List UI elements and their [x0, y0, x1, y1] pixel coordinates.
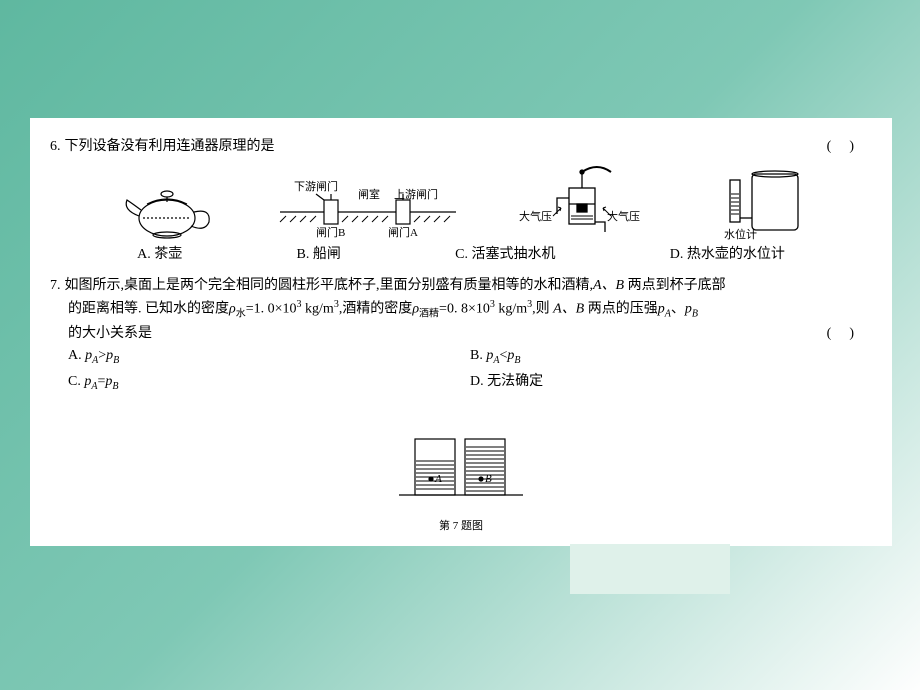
exam-paper: 6. 下列设备没有利用连通器原理的是 () — [30, 118, 892, 546]
lock-label-tl: 下游闸门 — [294, 180, 338, 193]
teapot-icon — [109, 180, 219, 242]
fig-teapot — [109, 180, 219, 242]
fig-gauge: 水位计 — [704, 166, 814, 242]
q7-l1a: 如图所示,桌面上是两个完全相同的圆柱形平底杯子,里面分别盛有质量相等的水和酒精, — [65, 278, 594, 293]
q7-paren: () — [827, 323, 872, 345]
oc-pre: C. — [68, 374, 84, 389]
q7-line3: 的大小关系是 () — [68, 323, 872, 345]
pt-a: A — [434, 473, 442, 485]
q7-text: 如图所示,桌面上是两个完全相同的圆柱形平底杯子,里面分别盛有质量相等的水和酒精,… — [65, 275, 873, 297]
paren-open-7: ( — [827, 326, 850, 341]
q7-options: A. pA>pB B. pA<pB C. pA=pB D. 无法确定 — [68, 345, 872, 395]
q7-ab2: A、B — [553, 302, 584, 317]
oc-sb: B — [112, 381, 118, 392]
q6-paren: () — [827, 136, 872, 158]
pump-label-l: 大气压 — [519, 209, 552, 223]
gauge-label: 水位计 — [724, 227, 757, 241]
sub-w: 水 — [236, 309, 246, 320]
corner-decoration — [570, 544, 730, 594]
q7-l2a: 的距离相等. 已知水的密度 — [68, 302, 229, 317]
sB1: B — [692, 309, 698, 320]
lock-label-tm: 闸室 — [358, 187, 380, 201]
pt-b: B — [485, 473, 492, 485]
lock-label-bl: 闸门B — [316, 225, 345, 239]
oa-pre: A. — [68, 348, 85, 363]
pump-label-r: 大气压 — [607, 209, 640, 223]
q6-opt-b: B. 船闸 — [297, 244, 341, 266]
rho-w: ρ — [229, 302, 236, 317]
piston-pump-icon: 大气压 大气压 — [517, 164, 647, 242]
q7-opt-c: C. pA=pB — [68, 371, 470, 395]
sub-j: 酒精 — [419, 309, 439, 320]
two-cups-icon: A B — [391, 423, 531, 509]
q6-opt-c: C. 活塞式抽水机 — [455, 244, 555, 266]
q7-l2g: ,则 — [532, 302, 553, 317]
q6-opt-d: D. 热水壶的水位计 — [670, 244, 785, 266]
q7-l2b: =1. 0×10 — [246, 302, 297, 317]
q7-l2c: kg/m — [302, 302, 334, 317]
pA1: p — [658, 302, 665, 317]
q6-figures: 下游闸门 闸室 上游闸门 — [80, 164, 842, 242]
q7-fig-caption: 第 7 题图 — [50, 518, 872, 536]
pB1: p — [685, 302, 692, 317]
paren-close-7: ) — [849, 326, 872, 341]
lock-label-tr: 上游闸门 — [394, 187, 438, 201]
q6-options: A. 茶壶 B. 船闸 C. 活塞式抽水机 D. 热水壶的水位计 — [80, 244, 842, 266]
q7-ab1: A、B — [593, 278, 624, 293]
q7-opt-a: A. pA>pB — [68, 345, 470, 369]
q7-l2e: =0. 8×10 — [439, 302, 490, 317]
q7-l2d: ,酒精的密度 — [339, 302, 413, 317]
question-7: 7. 如图所示,桌面上是两个完全相同的圆柱形平底杯子,里面分别盛有质量相等的水和… — [50, 275, 872, 297]
q7-l2h: 两点的压强 — [584, 302, 658, 317]
q7-l1b: 两点到杯子底部 — [624, 278, 726, 293]
paren-open: ( — [827, 139, 850, 154]
sA1: A — [665, 309, 671, 320]
q7-l3: 的大小关系是 — [68, 326, 152, 341]
paren-close: ) — [849, 139, 872, 154]
q7-opt-d: D. 无法确定 — [470, 371, 872, 395]
ob-sb: B — [514, 355, 520, 366]
q6-number: 6. — [50, 136, 61, 158]
question-6: 6. 下列设备没有利用连通器原理的是 () — [50, 136, 872, 158]
q6-opt-a: A. 茶壶 — [137, 244, 182, 266]
q6-stem: 下列设备没有利用连通器原理的是 — [65, 139, 275, 154]
q6-text: 下列设备没有利用连通器原理的是 () — [65, 136, 873, 158]
q7-figure: A B 第 7 题图 — [50, 423, 872, 536]
q7-l2f: kg/m — [495, 302, 527, 317]
fig-pump: 大气压 大气压 — [517, 164, 647, 242]
water-gauge-icon: 水位计 — [704, 166, 814, 242]
q7-number: 7. — [50, 275, 61, 297]
ship-lock-icon: 下游闸门 闸室 上游闸门 — [276, 180, 460, 242]
lock-label-br: 闸门A — [388, 225, 418, 239]
q7-opt-b: B. pA<pB — [470, 345, 872, 369]
oa-sb: B — [113, 355, 119, 366]
oa-mid: > — [98, 348, 106, 363]
ob-pre: B. — [470, 348, 486, 363]
q7-line2: 的距离相等. 已知水的密度ρ水=1. 0×103 kg/m3,酒精的密度ρ酒精=… — [68, 297, 872, 322]
fig-lock: 下游闸门 闸室 上游闸门 — [276, 180, 460, 242]
